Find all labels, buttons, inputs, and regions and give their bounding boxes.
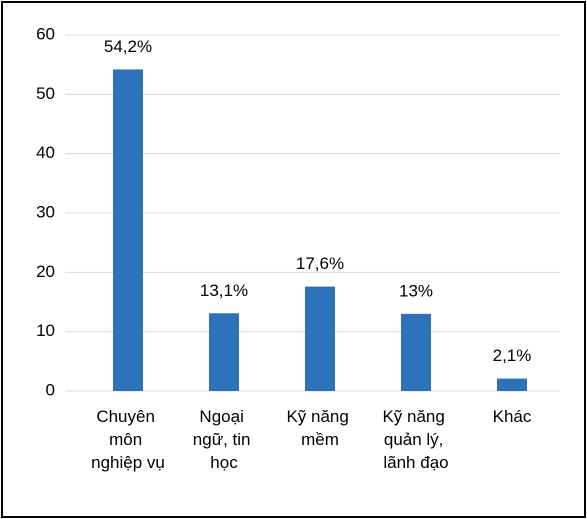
y-tick-label: 0 — [46, 380, 55, 399]
bar — [113, 69, 143, 391]
data-label: 17,6% — [296, 254, 344, 273]
y-tick-label: 30 — [36, 202, 55, 221]
bar — [305, 286, 335, 391]
data-label: 2,1% — [493, 346, 532, 365]
bar — [497, 378, 527, 391]
data-label: 13% — [399, 281, 433, 300]
y-tick-label: 10 — [36, 321, 55, 340]
x-tick-label: Chuyên môn nghiệp vụ — [91, 407, 165, 472]
data-label: 54,2% — [104, 37, 152, 56]
x-tick-label: Ngoại ngữ, tin học — [193, 407, 255, 472]
y-tick-label: 60 — [36, 24, 55, 43]
x-tick-label: Khác — [493, 407, 532, 426]
x-tick-label: Kỹ năng quản lý, lãnh đạo — [382, 407, 449, 472]
bar — [209, 313, 239, 391]
data-label: 13,1% — [200, 281, 248, 300]
bar — [401, 313, 431, 391]
y-tick-label: 50 — [36, 84, 55, 103]
x-tick-label: Kỹ năng mềm — [286, 407, 353, 449]
y-tick-label: 40 — [36, 143, 55, 162]
y-tick-label: 20 — [36, 262, 55, 281]
